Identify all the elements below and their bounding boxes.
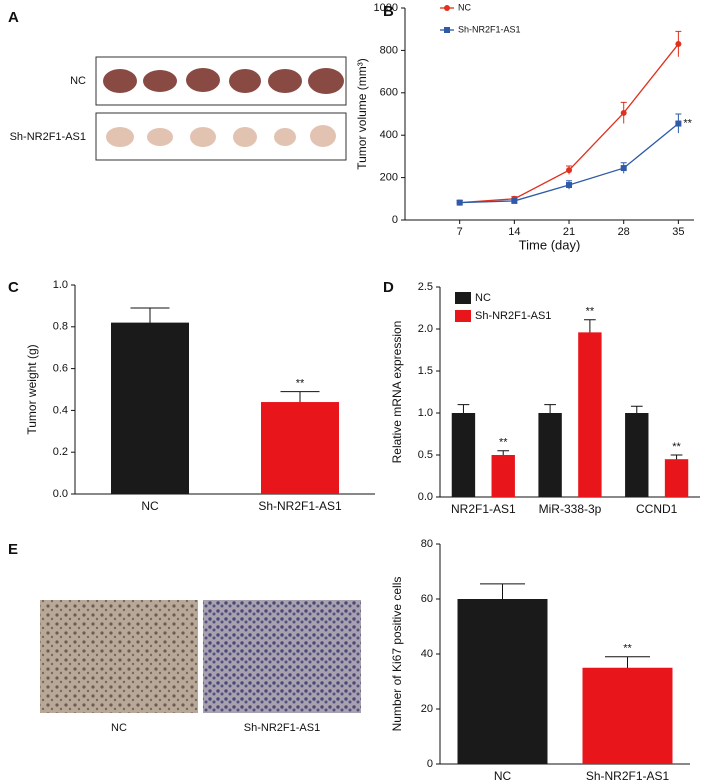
bar [491, 455, 515, 497]
bar [457, 599, 548, 764]
image-caption: NC [111, 722, 127, 734]
y-axis-label: Number of Ki67 positive cells [390, 577, 404, 732]
legend-label: NC [458, 2, 471, 12]
y-tick-label: 0.5 [418, 449, 433, 461]
x-tick-label: Sh-NR2F1-AS1 [258, 499, 342, 513]
row-label: NC [70, 75, 86, 87]
y-tick-label: 0 [392, 214, 398, 226]
y-axis-label: Tumor volume (mm³) [355, 58, 369, 170]
y-tick-label: 1.0 [53, 279, 68, 291]
y-axis-label: Tumor weight (g) [25, 344, 39, 434]
y-tick-label: 0.4 [53, 404, 68, 416]
bar [451, 413, 476, 497]
legend-marker [444, 27, 450, 33]
photo-frame [95, 56, 347, 106]
marker [511, 197, 518, 204]
y-tick-label: 0 [427, 758, 433, 770]
y-tick-label: 0.0 [53, 488, 68, 500]
bar [582, 667, 673, 764]
bar [578, 332, 602, 497]
bar [664, 459, 689, 497]
marker [456, 199, 463, 206]
legend-marker [444, 5, 450, 11]
y-tick-label: 1.0 [418, 407, 433, 419]
y-tick-label: 20 [421, 703, 433, 715]
x-tick-label: 21 [563, 226, 575, 238]
y-tick-label: 2.5 [418, 281, 433, 293]
significance: ** [499, 437, 508, 449]
tumors-sh [106, 125, 336, 147]
legend-swatch [455, 310, 471, 322]
x-tick-label: 14 [508, 226, 520, 238]
row-label: Sh-NR2F1-AS1 [10, 131, 86, 143]
x-tick-label: 7 [457, 226, 463, 238]
x-tick-label: MiR-338-3p [539, 502, 602, 516]
panel-label: E [8, 541, 18, 558]
legend-label: Sh-NR2F1-AS1 [475, 310, 551, 322]
panel-label: D [383, 279, 394, 296]
significance: ** [623, 643, 632, 655]
bar [538, 413, 562, 497]
y-axis-label: Relative mRNA expression [390, 321, 404, 464]
panel-label: A [8, 9, 19, 26]
x-axis-label: Time (day) [519, 237, 581, 252]
image-caption: Sh-NR2F1-AS1 [244, 722, 320, 734]
marker [566, 182, 573, 189]
y-tick-label: 80 [421, 538, 433, 550]
bar [625, 413, 649, 497]
line [459, 123, 679, 204]
marker [620, 165, 627, 172]
panel-label: C [8, 279, 19, 296]
x-tick-label: 28 [618, 226, 630, 238]
x-tick-label: CCND1 [636, 502, 678, 516]
marker [620, 109, 627, 116]
marker [566, 167, 573, 174]
x-tick-label: NC [141, 499, 159, 513]
y-tick-label: 2.0 [418, 323, 433, 335]
y-tick-label: 800 [380, 44, 398, 56]
y-tick-label: 0.8 [53, 321, 68, 333]
y-tick-label: 400 [380, 129, 398, 141]
y-tick-label: 600 [380, 87, 398, 99]
significance: ** [683, 117, 692, 129]
line [459, 43, 679, 204]
significance: ** [586, 306, 595, 318]
photo-frame [95, 112, 347, 161]
y-tick-label: 1.5 [418, 365, 433, 377]
y-tick-label: 0.6 [53, 363, 68, 375]
significance: ** [672, 441, 681, 453]
significance: ** [296, 377, 305, 389]
bar [261, 402, 339, 494]
x-tick-label: Sh-NR2F1-AS1 [586, 769, 670, 780]
x-tick-label: NC [494, 769, 512, 780]
x-tick-label: 35 [672, 226, 684, 238]
y-tick-label: 200 [380, 172, 398, 184]
y-tick-label: 0.2 [53, 446, 68, 458]
y-tick-label: 60 [421, 593, 433, 605]
tumors-nc [103, 68, 344, 94]
histology-image [203, 600, 361, 713]
marker [675, 41, 682, 48]
y-tick-label: 0.0 [418, 491, 433, 503]
legend-label: Sh-NR2F1-AS1 [458, 24, 521, 34]
legend-label: NC [475, 292, 491, 304]
y-tick-label: 1000 [374, 2, 398, 14]
panel-label: B [383, 3, 394, 20]
x-tick-label: NR2F1-AS1 [451, 502, 516, 516]
marker [675, 120, 682, 127]
legend-swatch [455, 292, 471, 304]
y-tick-label: 40 [421, 648, 433, 660]
histology-image [40, 600, 198, 713]
bar [111, 322, 189, 494]
